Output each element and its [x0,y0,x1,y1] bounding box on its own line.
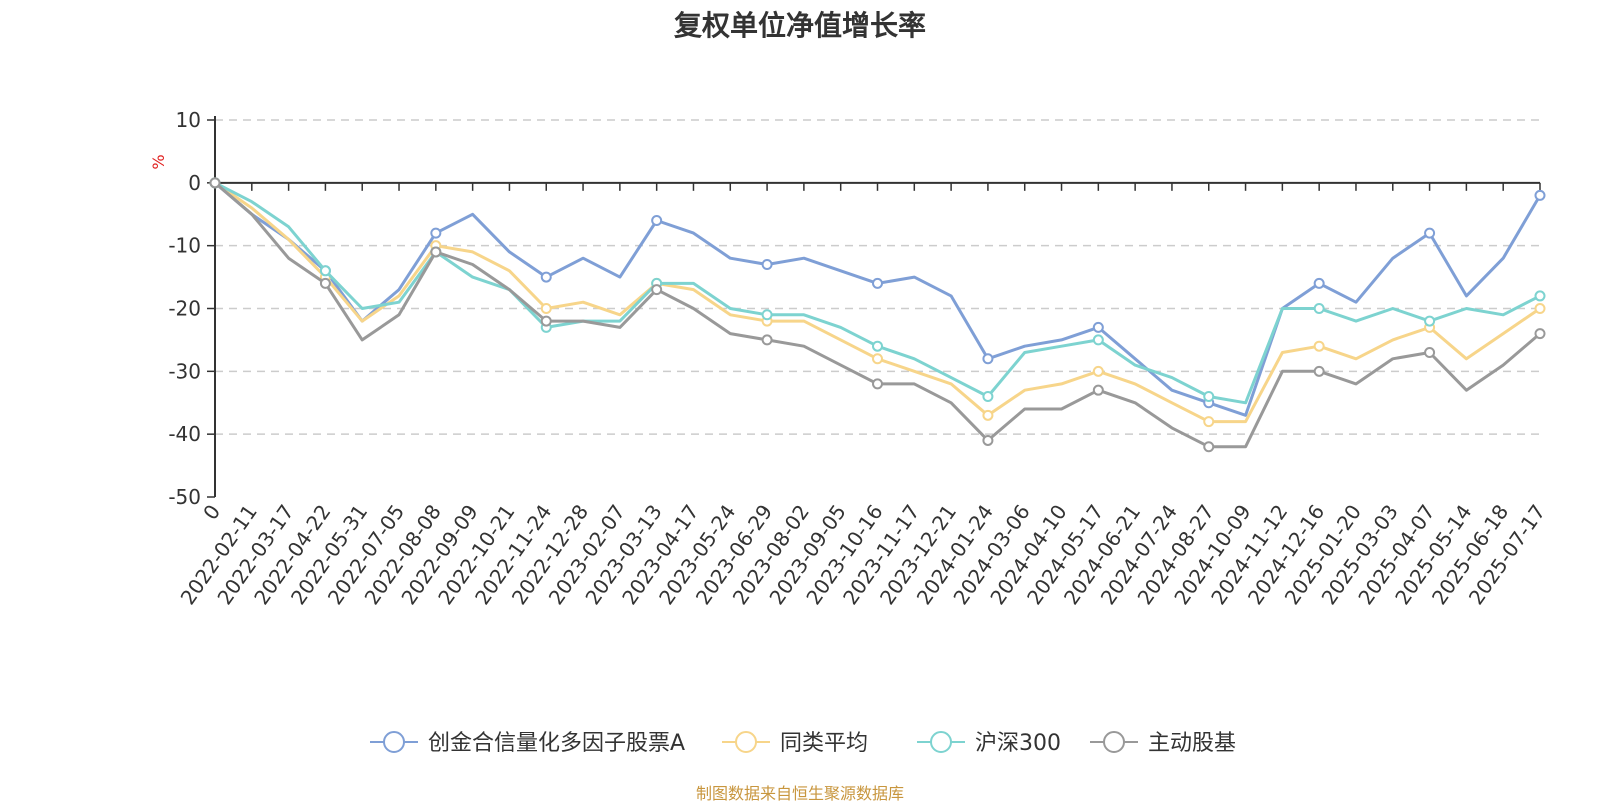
data-point [1092,334,1104,346]
legend-marker [930,731,952,753]
legend-marker [1103,731,1125,753]
legend-marker [383,731,405,753]
chart-title: 复权单位净值增长率 [673,9,926,42]
data-point [982,434,994,446]
y-tick-label: 0 [188,171,201,195]
series-group [209,177,1546,453]
data-point [319,277,331,289]
data-point [1424,346,1436,358]
y-tick-label: 10 [176,108,201,132]
data-point [1313,277,1325,289]
data-point [1313,340,1325,352]
data-point [1424,227,1436,239]
data-point [872,378,883,390]
data-point [1534,328,1546,340]
grid-lines [215,119,1540,435]
data-point [540,315,552,327]
y-tick-label: -20 [168,297,201,321]
data-point [872,277,883,289]
data-point [1534,189,1546,201]
data-point [651,215,663,227]
data-point [540,303,552,314]
data-point [1092,365,1104,377]
y-tick-label: -30 [168,359,201,383]
data-point [1424,315,1436,327]
series-group [209,177,1546,405]
y-tick-label: -40 [168,422,201,446]
y-axis-unit-label: % [149,154,168,169]
y-tick-label: -50 [168,485,201,509]
legend-item[interactable]: 主动股基 [1090,731,1236,756]
data-point [319,265,331,277]
data-point [982,390,994,402]
data-point [1534,303,1546,314]
data-point [651,284,663,296]
source-note: 制图数据来自恒生聚源数据库 [695,784,904,803]
data-point [1203,441,1215,453]
legend-label: 同类平均 [780,731,868,756]
data-point [872,353,883,365]
legend-item[interactable]: 沪深300 [917,731,1061,756]
legend-label: 主动股基 [1148,731,1236,756]
data-point [761,309,773,321]
data-point [1203,390,1215,402]
data-point [209,177,221,189]
data-point [430,246,442,258]
data-point [982,353,994,365]
data-point [761,334,773,346]
data-point [1203,416,1215,428]
legend-label: 创金合信量化多因子股票A [428,731,685,756]
data-point [1092,321,1104,333]
data-point [982,409,994,421]
data-point [1534,290,1546,302]
data-point [761,259,773,271]
legend-item[interactable]: 创金合信量化多因子股票A [370,731,685,756]
data-point [1313,365,1325,377]
series-line [214,181,1541,405]
x-tick-label: 0 [198,500,225,524]
data-point [1313,303,1325,314]
axes: 100-10-20-30-40-50%02022-02-112022-03-17… [149,108,1550,609]
data-point [540,271,552,283]
data-point [872,340,883,352]
series-lines [209,177,1546,453]
data-point [1092,384,1104,396]
legend-item[interactable]: 同类平均 [722,731,868,756]
legend-label: 沪深300 [975,731,1061,756]
legend[interactable]: 创金合信量化多因子股票A 同类平均 沪深300 主动股基 [370,731,1236,756]
legend-marker [735,731,757,753]
data-point [430,227,442,239]
y-tick-label: -10 [168,234,201,258]
